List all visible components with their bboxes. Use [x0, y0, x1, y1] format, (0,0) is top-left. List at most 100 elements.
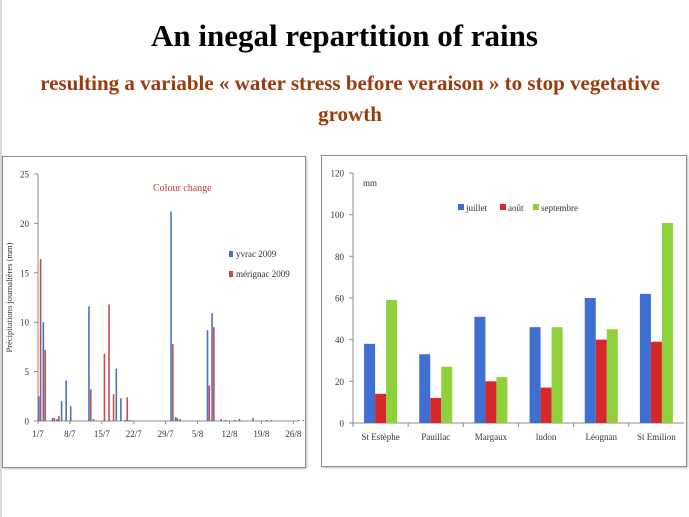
- bar-aout: [650, 341, 662, 423]
- x-category-label: St Estèphe: [361, 432, 399, 442]
- merignac-bar: [108, 304, 110, 421]
- yvrac-bar: [56, 419, 58, 421]
- bar-septembre: [496, 377, 508, 423]
- y-tick-label: 25: [20, 170, 30, 180]
- yvrac-bar: [170, 211, 172, 421]
- x-category-label: Margaux: [475, 432, 508, 442]
- y-tick-label: 80: [335, 252, 345, 262]
- legend-swatch-juillet: [458, 204, 464, 210]
- legend-label-yvrac: yvrac 2009: [236, 249, 277, 259]
- merignac-bar: [89, 389, 92, 421]
- yvrac-bar: [238, 419, 241, 421]
- x-category-label: ludon: [536, 432, 557, 442]
- bar-aout: [540, 387, 552, 423]
- y-tick-label: 40: [335, 335, 345, 345]
- bar-aout: [595, 339, 607, 423]
- bar-juillet: [474, 316, 486, 423]
- yvrac-bar: [220, 419, 222, 421]
- y-tick-label: 120: [331, 169, 345, 179]
- slide-title: An inegal repartition of rains: [151, 18, 538, 53]
- bar-juillet: [639, 293, 651, 423]
- x-tick-label: 8/7: [64, 429, 76, 439]
- slide-left-edge: [0, 0, 2, 517]
- merignac-bar: [53, 418, 56, 421]
- monthly-rainfall-chart: 0 20 40 60 80 100 120 mm St Estèphe Pauillac Marga…: [321, 155, 687, 467]
- x-category-label: St Emilion: [637, 432, 676, 442]
- yvrac-bar: [302, 420, 305, 421]
- merignac-bar: [176, 418, 179, 421]
- yvrac-bar: [92, 419, 95, 421]
- bar-septembre: [386, 300, 398, 423]
- yvrac-bar: [179, 419, 181, 421]
- legend-label-aout: août: [508, 203, 524, 213]
- bar-septembre: [661, 223, 673, 423]
- bar-juillet: [419, 354, 431, 423]
- yvrac-bar: [120, 398, 122, 421]
- merignac-bar: [172, 343, 174, 421]
- yvrac-bar: [60, 401, 63, 421]
- bar-septembre: [441, 366, 453, 423]
- y-tick-label: 100: [331, 210, 345, 220]
- yvrac-bar: [124, 420, 127, 421]
- daily-rainfall-svg: 0 5 10 15 20 25 1/7 8/7 15/7 22/7 29/7 5/8 12/8 19/8 2…: [4, 170, 305, 439]
- bar-aout: [430, 398, 442, 423]
- merignac-bar: [112, 394, 115, 421]
- yvrac-bar: [42, 322, 45, 421]
- x-tick-label: 12/8: [222, 429, 239, 439]
- yvrac-bar: [206, 330, 209, 421]
- x-category-label: Pauillac: [421, 432, 450, 442]
- x-tick-label: 29/7: [158, 429, 175, 439]
- y-tick-label: 10: [20, 318, 30, 328]
- x-tick-label: 15/7: [94, 429, 111, 439]
- yvrac-bar: [211, 313, 213, 421]
- bar-juillet: [529, 327, 541, 423]
- y-tick-label: 15: [20, 268, 30, 278]
- yvrac-bar: [115, 368, 118, 421]
- yvrac-bar: [234, 420, 236, 421]
- y-tick-label: 5: [25, 367, 30, 377]
- monthly-rainfall-svg: 0 20 40 60 80 100 120 mm St Estèphe Pauillac Marga…: [331, 169, 684, 442]
- yvrac-bar: [51, 418, 54, 421]
- yvrac-bar: [297, 420, 300, 421]
- yvrac-bar: [224, 420, 227, 421]
- legend-swatch-yvrac: [229, 251, 233, 257]
- merignac-bar: [103, 353, 106, 421]
- x-tick-label: 26/8: [285, 429, 302, 439]
- legend-label-septembre: septembre: [541, 203, 578, 213]
- x-tick-label: 1/7: [32, 429, 44, 439]
- slide-subtitle: resulting a variable « water stress befo…: [40, 71, 660, 126]
- yvrac-bar: [270, 420, 273, 421]
- y-tick-label: 0: [340, 419, 345, 429]
- y-tick-label: 20: [20, 219, 30, 229]
- y-axis-label: Précipitations journalières (mm): [4, 242, 14, 352]
- legend-swatch-merignac: [229, 271, 233, 277]
- daily-rainfall-chart: 0 5 10 15 20 25 1/7 8/7 15/7 22/7 29/7 5/8 12/8 19/8 2…: [2, 156, 306, 468]
- yvrac-bar: [266, 420, 268, 421]
- y-tick-label: 0: [25, 417, 30, 427]
- x-tick-label: 5/8: [192, 429, 204, 439]
- bar-juillet: [364, 343, 376, 423]
- yvrac-bar: [88, 306, 90, 421]
- y-axis-unit-label: mm: [363, 178, 377, 188]
- yvrac-bar: [174, 417, 177, 421]
- colour-change-annotation: Colour change: [153, 183, 212, 194]
- bar-septembre: [551, 327, 563, 423]
- x-tick-label: 22/7: [126, 429, 143, 439]
- yvrac-bar: [252, 418, 254, 421]
- yvrac-bar: [65, 380, 67, 421]
- bar-septembre: [606, 329, 618, 423]
- x-tick-label: 19/8: [253, 429, 270, 439]
- merignac-bar: [58, 416, 60, 421]
- bar-juillet: [584, 298, 596, 423]
- bar-aout: [375, 393, 387, 423]
- merignac-bar: [39, 258, 42, 421]
- yvrac-bar: [129, 420, 131, 421]
- legend-label-merignac: mérignac 2009: [236, 269, 290, 279]
- x-category-label: Léognan: [586, 432, 618, 442]
- merignac-bar: [213, 327, 215, 421]
- yvrac-bar: [38, 396, 40, 421]
- yvrac-bar: [69, 406, 72, 421]
- y-tick-label: 60: [335, 294, 345, 304]
- legend-swatch-septembre: [533, 204, 539, 210]
- y-tick-label: 20: [335, 377, 345, 387]
